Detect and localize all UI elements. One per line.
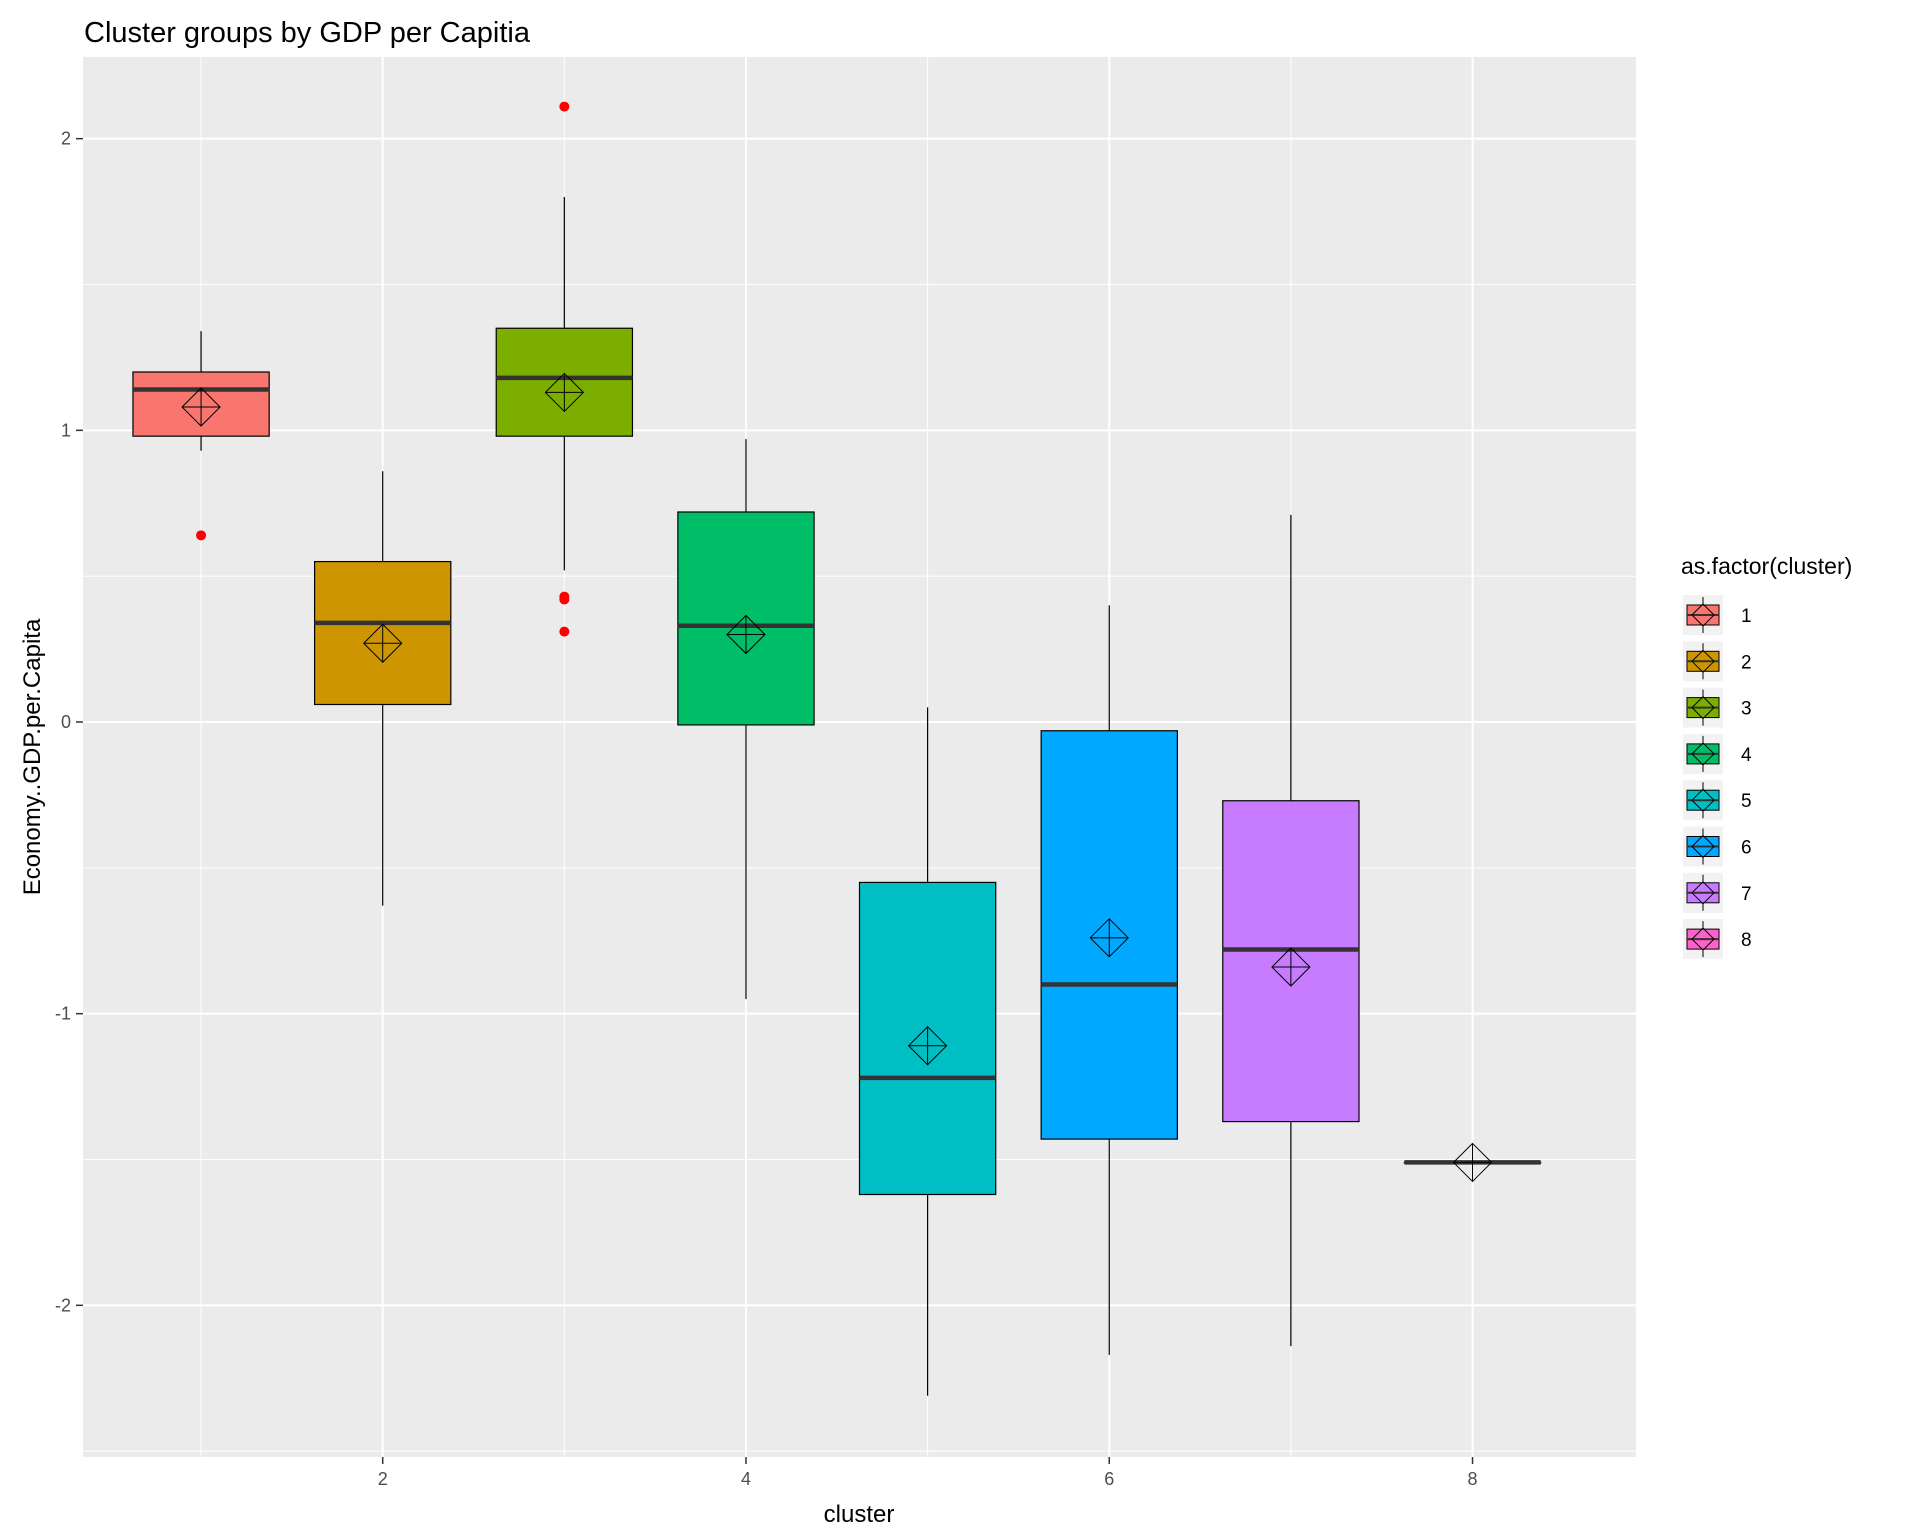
legend-key-mean — [1691, 881, 1715, 905]
legend-label: 4 — [1741, 745, 1752, 766]
y-tick-label: -2 — [55, 1295, 71, 1315]
legend-item-7: 7 — [1683, 872, 1752, 913]
outlier-point — [559, 626, 570, 637]
legend-key-mean — [1691, 603, 1715, 627]
x-tick-label: 4 — [741, 1469, 751, 1489]
legend-item-6: 6 — [1683, 826, 1752, 867]
legend-item-3: 3 — [1683, 687, 1752, 728]
legend-key-mean — [1691, 695, 1715, 720]
box-cluster-8 — [1403, 1142, 1542, 1183]
legend-label: 5 — [1741, 791, 1752, 812]
y-tick-label: 1 — [61, 420, 71, 440]
x-tick-label: 6 — [1104, 1469, 1114, 1489]
legend-key-mean — [1691, 927, 1715, 951]
box-cluster-3 — [495, 101, 634, 637]
outlier-point — [559, 101, 570, 112]
plot-panel — [83, 57, 1636, 1457]
legend-label: 1 — [1741, 606, 1752, 627]
legend-item-1: 1 — [1683, 595, 1752, 635]
outlier-point — [559, 594, 570, 605]
legend-label: 6 — [1741, 838, 1752, 859]
legend-key-mean — [1691, 834, 1715, 859]
box-cluster-1 — [132, 331, 270, 541]
y-tick-label: 0 — [61, 712, 71, 732]
legend-item-2: 2 — [1683, 641, 1752, 682]
legend-keys: 1 2 3 4 5 6 7 8 — [1683, 595, 1752, 960]
y-tick-label: -1 — [55, 1004, 71, 1024]
box-cluster-5 — [858, 707, 997, 1396]
legend-label: 2 — [1741, 652, 1752, 673]
axes-layer: 2 4 6 8 -2 -1 0 1 2 — [55, 129, 1478, 1489]
legend-title: as.factor(cluster) — [1681, 553, 1852, 579]
box-cluster-6 — [1040, 605, 1178, 1355]
legend-key-mean — [1691, 649, 1715, 674]
chart-title: Cluster groups by GDP per Capitia — [84, 17, 531, 49]
box-cluster-7 — [1222, 514, 1360, 1347]
legend-key-mean — [1691, 788, 1715, 812]
box-cluster-2 — [313, 471, 452, 906]
legend-label: 8 — [1741, 930, 1752, 951]
outlier-point — [196, 530, 207, 541]
legend-label: 3 — [1741, 699, 1752, 720]
legend-item-5: 5 — [1683, 780, 1752, 821]
x-tick-label: 8 — [1468, 1469, 1478, 1489]
x-axis-title: cluster — [824, 1501, 895, 1528]
legend-key-mean — [1691, 742, 1715, 766]
legend-item-8: 8 — [1683, 919, 1752, 960]
legend: as.factor(cluster) 1 2 3 4 5 6 7 8 — [1681, 553, 1852, 960]
legend-item-4: 4 — [1683, 733, 1752, 774]
legend-label: 7 — [1741, 884, 1752, 905]
x-tick-label: 2 — [378, 1469, 388, 1489]
box-cluster-4 — [677, 439, 815, 1000]
boxes-layer — [132, 101, 1542, 1396]
y-tick-label: 2 — [61, 129, 71, 149]
y-axis-title: Economy..GDP.per.Capita — [19, 618, 46, 895]
